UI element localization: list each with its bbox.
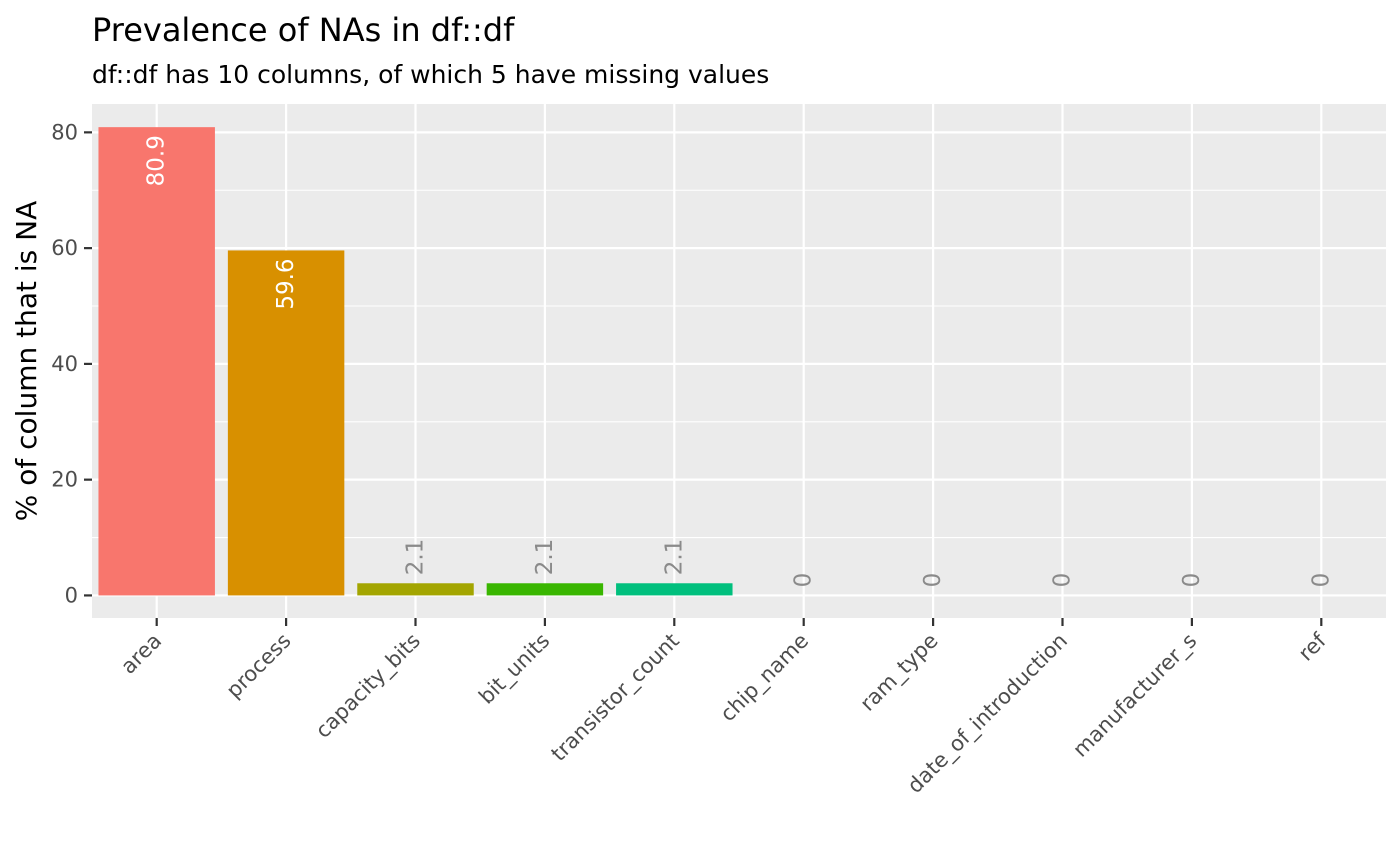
x-tick-label-area: area — [116, 629, 166, 679]
y-tick-label: 20 — [51, 468, 78, 492]
bar-bit_units — [486, 583, 604, 596]
y-tick-label: 80 — [51, 120, 78, 144]
bar-capacity_bits — [357, 583, 474, 596]
x-tick-label-ram_type: ram_type — [855, 629, 943, 717]
bar-value-label-manufacturer_s: 0 — [1179, 573, 1205, 588]
bar-process — [227, 250, 345, 596]
bar-value-label-area: 80.9 — [144, 135, 170, 186]
x-tick-label-bit_units: bit_units — [474, 629, 555, 710]
x-tick-label-ref: ref — [1294, 628, 1332, 666]
bar-value-label-ref: 0 — [1308, 573, 1334, 588]
bar-value-label-ram_type: 0 — [920, 573, 946, 588]
bar-transistor_count — [616, 583, 733, 596]
bar-value-label-process: 59.6 — [273, 258, 299, 309]
bars — [98, 127, 733, 596]
bar-value-labels: 80.9 59.6 2.1 2.1 2.1 0 0 0 0 0 — [144, 135, 1335, 587]
x-axis: area process capacity_bits bit_unitstransis… — [116, 618, 1331, 799]
x-tick-label-transistor_count: transistor_count — [546, 629, 684, 767]
bar-value-label-date_of_introduction: 0 — [1050, 573, 1076, 588]
x-tick-label-capacity_bits: capacity_bits — [311, 629, 426, 744]
y-tick-label: 40 — [51, 352, 78, 376]
y-axis: 0 20 40 60 80 — [51, 120, 92, 607]
bar-value-label-chip_name: 0 — [791, 573, 817, 588]
bar-value-label-transistor_count: 2.1 — [661, 539, 687, 576]
bar-area — [98, 127, 215, 596]
y-axis-title: % of column that is NA — [10, 201, 43, 522]
x-tick-label-process: process — [222, 629, 296, 703]
y-tick-label: 0 — [65, 583, 78, 607]
x-tick-label-chip_name: chip_name — [716, 629, 814, 727]
chart-subtitle: df::df has 10 columns, of which 5 have m… — [92, 60, 769, 89]
x-tick-label-manufacturer_s: manufacturer_s — [1068, 629, 1202, 763]
bar-value-label-bit_units: 2.1 — [532, 539, 558, 576]
y-tick-label: 60 — [51, 236, 78, 260]
bar-value-label-capacity_bits: 2.1 — [403, 539, 429, 576]
chart-title: Prevalence of NAs in df::df — [92, 11, 515, 49]
